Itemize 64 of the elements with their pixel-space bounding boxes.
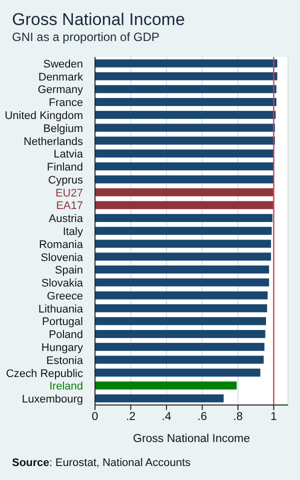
bar	[95, 175, 274, 184]
y-tick-label: Cyprus	[48, 174, 84, 186]
y-tick-label: Portugal	[42, 316, 83, 328]
bar	[95, 188, 274, 196]
y-tick-label: Austria	[48, 213, 84, 226]
y-tick-label: Lithuania	[38, 303, 84, 316]
x-tick-label: 1	[270, 411, 277, 424]
x-axis-title: Gross National Income	[133, 433, 250, 445]
bar	[95, 162, 274, 170]
x-tick-label: .6	[197, 411, 208, 424]
bar	[95, 266, 270, 274]
y-tick-label: Ireland	[49, 380, 83, 393]
x-tick-label: .4	[162, 411, 172, 424]
y-tick-label: Romania	[38, 238, 84, 251]
bar	[95, 226, 272, 235]
bar	[95, 291, 268, 300]
y-tick-label: Spain	[54, 264, 83, 277]
bar	[95, 124, 275, 132]
bar	[95, 110, 276, 119]
bar	[95, 201, 274, 210]
chart-subtitle: GNI as a proportion of GDP	[12, 30, 160, 44]
bar	[95, 98, 276, 106]
x-tick-label: .8	[233, 411, 243, 424]
y-tick-label: Estonia	[46, 354, 84, 367]
bar	[95, 252, 272, 261]
bar	[95, 330, 266, 338]
y-tick-label: Luxembourg	[22, 394, 83, 406]
y-tick-label: Latvia	[54, 148, 84, 161]
source-note: Source: Eurostat, National Accounts	[12, 457, 191, 469]
bar	[95, 59, 278, 68]
y-tick-label: Slovakia	[41, 278, 84, 290]
y-tick-label: Belgium	[43, 122, 83, 135]
bar	[95, 356, 264, 364]
y-tick-label: Denmark	[38, 71, 84, 84]
bar	[95, 342, 264, 351]
y-tick-label: Slovenia	[40, 252, 84, 264]
bar	[95, 214, 272, 222]
y-tick-label: Germany	[38, 84, 84, 96]
chart-title: Gross National Income	[12, 10, 185, 30]
y-tick-label: EA17	[56, 200, 83, 212]
y-tick-label: Poland	[48, 329, 83, 342]
bar	[95, 240, 272, 248]
bar	[95, 394, 224, 402]
bar	[95, 72, 278, 80]
y-tick-label: EU27	[55, 187, 83, 200]
bar	[95, 85, 276, 94]
bar	[95, 317, 266, 326]
y-tick-label: France	[48, 97, 83, 110]
x-tick-label: 0	[92, 411, 98, 424]
bar	[95, 368, 260, 377]
x-tick-label: .2	[126, 411, 136, 424]
y-tick-label: Sweden	[43, 58, 83, 70]
y-tick-label: Finland	[46, 162, 83, 174]
bar	[95, 278, 270, 286]
y-tick-label: Greece	[46, 290, 83, 302]
bar	[95, 150, 274, 158]
y-tick-label: United Kingdom	[4, 110, 83, 122]
y-tick-label: Netherlands	[24, 136, 84, 148]
y-tick-label: Hungary	[41, 342, 84, 354]
bar	[95, 136, 275, 145]
bar	[95, 304, 268, 312]
y-tick-label: Czech Republic	[6, 368, 84, 380]
bar	[95, 382, 237, 390]
y-tick-label: Italy	[62, 226, 84, 238]
